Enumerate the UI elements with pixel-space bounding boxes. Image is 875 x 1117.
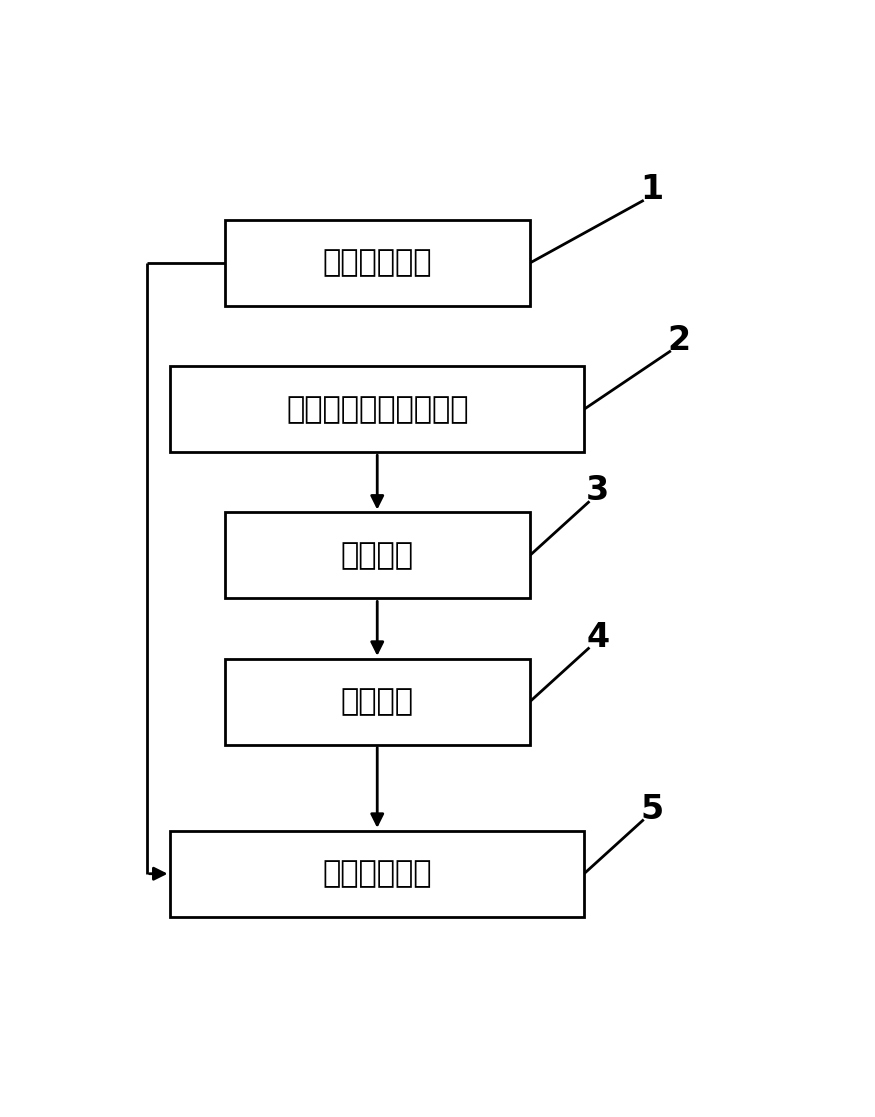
Text: 1: 1	[640, 173, 663, 207]
Bar	[171, 831, 584, 917]
Text: 映射构建单元: 映射构建单元	[323, 859, 432, 888]
Text: 2: 2	[668, 324, 690, 357]
Bar	[225, 513, 530, 599]
Text: 5: 5	[640, 793, 663, 825]
Text: 表面肌电信号采集单元: 表面肌电信号采集单元	[286, 394, 468, 423]
Bar	[171, 366, 584, 452]
Bar	[225, 659, 530, 745]
Text: 3: 3	[586, 475, 609, 507]
Text: 问卷构建单元: 问卷构建单元	[323, 249, 432, 277]
Text: 滤波单元: 滤波单元	[340, 541, 414, 570]
Text: 4: 4	[586, 621, 609, 653]
Text: 运算单元: 运算单元	[340, 687, 414, 716]
Bar	[225, 220, 530, 306]
